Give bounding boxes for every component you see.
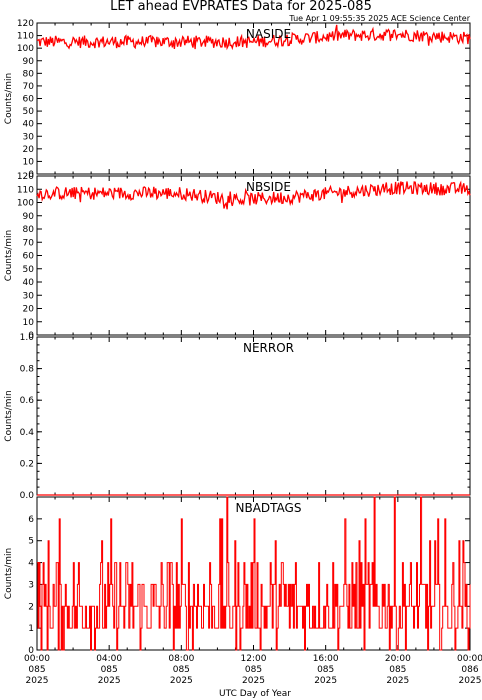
x-tick-year-label: 2025 xyxy=(459,676,482,686)
y-tick-label: 100 xyxy=(17,199,34,209)
y-tick-label: 2 xyxy=(28,602,34,612)
x-tick-year-label: 2025 xyxy=(242,676,265,686)
x-tick-doy-label: 085 xyxy=(389,665,406,675)
y-tick-label: 0 xyxy=(28,331,34,341)
x-tick-doy-label: 086 xyxy=(461,665,478,675)
y-tick-label: 120 xyxy=(17,19,34,29)
x-tick-time-label: 12:00 xyxy=(241,654,267,664)
x-tick-doy-label: 085 xyxy=(245,665,262,675)
y-tick-label: 1.0 xyxy=(20,333,35,343)
y-axis-label: Counts/min xyxy=(4,73,14,124)
y-tick-label: 90 xyxy=(23,57,35,67)
y-tick-label: 50 xyxy=(23,265,35,275)
x-tick-time-label: 00:00 xyxy=(457,654,482,664)
y-tick-label: 60 xyxy=(23,95,35,105)
y-tick-label: 0.8 xyxy=(20,365,35,375)
chart-panels: 0102030405060708090100110120Counts/minNA… xyxy=(4,19,482,686)
panel-frame-naside xyxy=(36,22,471,175)
y-tick-label: 20 xyxy=(23,305,35,315)
y-tick-label: 90 xyxy=(23,212,35,222)
y-tick-label: 100 xyxy=(17,44,34,54)
y-tick-label: 80 xyxy=(23,69,35,79)
y-tick-label: 20 xyxy=(23,145,35,155)
x-tick-time-label: 04:00 xyxy=(96,654,122,664)
x-tick-time-label: 08:00 xyxy=(168,654,194,664)
x-tick-time-label: 16:00 xyxy=(313,654,339,664)
x-tick-doy-label: 085 xyxy=(28,665,45,675)
y-tick-label: 0 xyxy=(28,170,34,180)
x-tick-time-label: 00:00 xyxy=(24,654,50,664)
y-tick-label: 40 xyxy=(23,278,35,288)
x-tick-year-label: 2025 xyxy=(170,676,193,686)
y-axis-label: Counts/min xyxy=(4,390,14,441)
y-tick-label: 40 xyxy=(23,120,35,130)
y-tick-label: 0.2 xyxy=(20,459,34,469)
data-series-nbadtags xyxy=(37,496,471,651)
timestamp: Tue Apr 1 09:55:35 2025 ACE Science Cent… xyxy=(288,14,470,23)
panel-label-nbadtags: NBADTAGS xyxy=(236,501,302,515)
x-tick-year-label: 2025 xyxy=(314,676,337,686)
x-tick-year-label: 2025 xyxy=(98,676,121,686)
y-tick-label: 110 xyxy=(17,32,34,42)
y-tick-label: 10 xyxy=(23,318,35,328)
panel-frame-nerror xyxy=(36,336,471,496)
panel-label-nerror: NERROR xyxy=(243,341,294,355)
data-series-naside xyxy=(36,24,471,51)
y-tick-label: 4 xyxy=(28,559,34,569)
y-tick-label: 10 xyxy=(23,157,35,167)
y-tick-label: 60 xyxy=(23,252,35,262)
y-tick-label: 0.6 xyxy=(20,396,35,406)
x-tick-doy-label: 085 xyxy=(317,665,334,675)
x-tick-year-label: 2025 xyxy=(386,676,409,686)
y-tick-label: 0.4 xyxy=(20,428,35,438)
y-tick-label: 3 xyxy=(28,580,34,590)
y-tick-label: 70 xyxy=(23,238,35,248)
y-tick-label: 6 xyxy=(28,515,34,525)
y-tick-label: 110 xyxy=(17,185,34,195)
data-series-nbside xyxy=(36,180,471,210)
x-axis-label: UTC Day of Year xyxy=(219,689,291,699)
y-axis-label: Counts/min xyxy=(4,230,14,281)
y-tick-label: 30 xyxy=(23,132,35,142)
x-tick-time-label: 20:00 xyxy=(385,654,411,664)
y-tick-label: 80 xyxy=(23,225,35,235)
y-tick-label: 5 xyxy=(28,537,34,547)
y-axis-label: Counts/min xyxy=(4,548,14,599)
y-tick-label: 120 xyxy=(17,172,34,182)
y-tick-label: 30 xyxy=(23,291,35,301)
y-tick-label: 0 xyxy=(28,646,34,656)
figure-title: LET ahead EVPRATES Data for 2025-085 xyxy=(110,0,372,14)
y-tick-label: 0.0 xyxy=(20,491,35,501)
y-tick-label: 70 xyxy=(23,82,35,92)
y-tick-label: 50 xyxy=(23,107,35,117)
y-tick-label: 1 xyxy=(28,624,34,634)
x-tick-doy-label: 085 xyxy=(101,665,118,675)
panel-label-naside: NASIDE xyxy=(246,27,291,41)
x-tick-doy-label: 085 xyxy=(173,665,190,675)
panel-label-nbside: NBSIDE xyxy=(246,180,291,194)
x-tick-year-label: 2025 xyxy=(26,676,49,686)
